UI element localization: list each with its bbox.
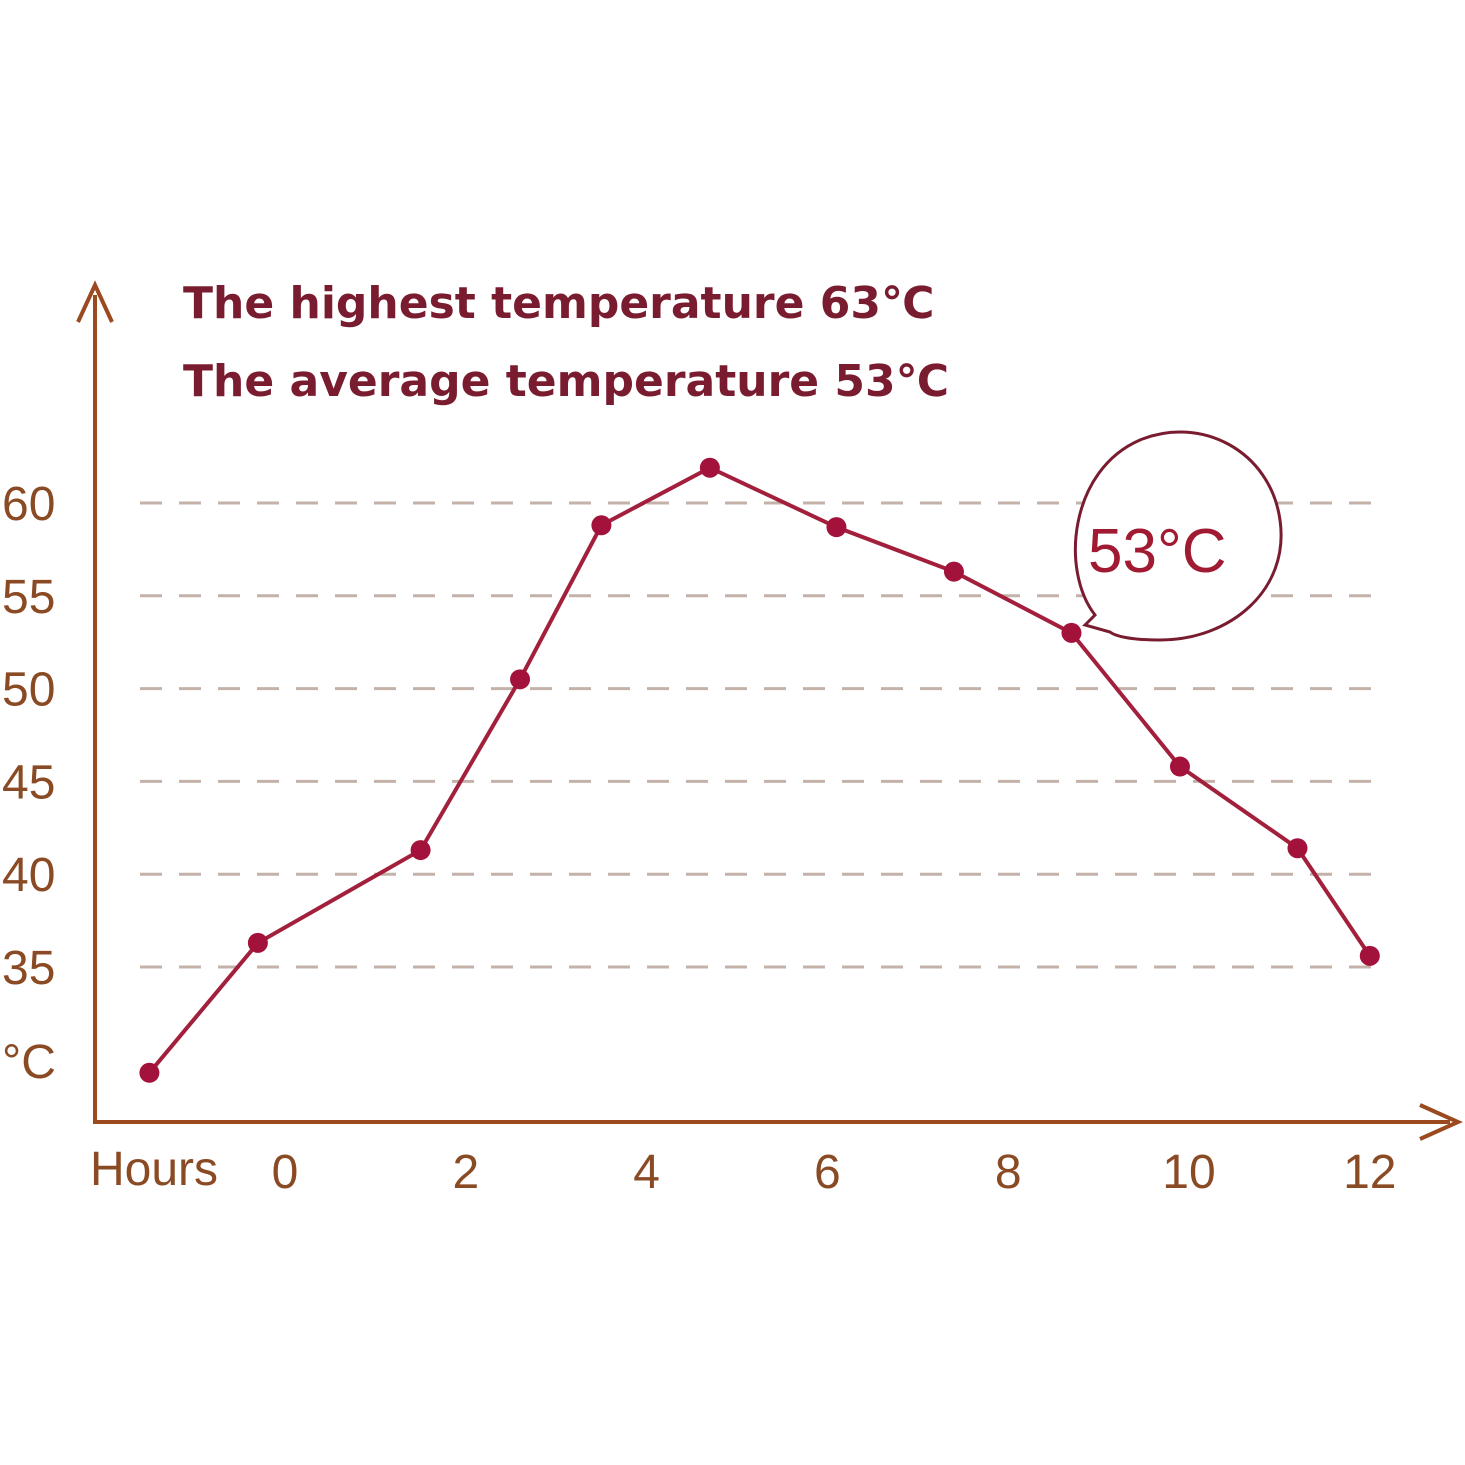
y-tick-labels: 60 55 50 45 40 35 <box>2 478 55 995</box>
x-tick-label: 8 <box>995 1146 1022 1199</box>
x-tick-label: 10 <box>1162 1146 1215 1199</box>
data-point <box>826 517 847 538</box>
y-tick-label: 35 <box>2 942 55 995</box>
x-axis-label: Hours <box>90 1143 218 1196</box>
title-line-highest: The highest temperature 63℃ <box>183 278 934 329</box>
y-tick-label: 55 <box>2 571 55 624</box>
data-point <box>591 515 612 536</box>
callout: 53°C <box>1073 430 1283 642</box>
x-tick-label: 4 <box>633 1146 660 1199</box>
axes <box>76 280 1463 1141</box>
data-point <box>1287 838 1308 859</box>
x-tick-label: 12 <box>1343 1146 1396 1199</box>
y-axis-label: °C <box>2 1036 56 1089</box>
callout-bubble <box>1073 430 1283 642</box>
y-axis-arrow-icon <box>76 280 114 323</box>
series-line <box>147 465 1372 1075</box>
data-point <box>1359 945 1380 966</box>
title-line-average: The average temperature 53℃ <box>183 356 949 407</box>
x-tick-label: 2 <box>452 1146 479 1199</box>
data-point <box>410 840 431 861</box>
x-axis-arrow-icon <box>1419 1103 1463 1141</box>
series-markers <box>139 457 1380 1083</box>
data-point <box>510 669 531 690</box>
data-point <box>1061 622 1082 643</box>
x-tick-labels: 0 2 4 6 8 10 12 <box>272 1146 1397 1199</box>
y-tick-label: 60 <box>2 478 55 531</box>
x-tick-label: 0 <box>272 1146 299 1199</box>
data-point <box>139 1062 160 1083</box>
data-point <box>943 561 964 582</box>
callout-text: 53°C <box>1088 517 1227 586</box>
y-tick-label: 40 <box>2 849 55 902</box>
y-tick-label: 45 <box>2 756 55 809</box>
data-point <box>699 457 720 478</box>
x-tick-label: 6 <box>814 1146 841 1199</box>
data-point <box>1169 756 1190 777</box>
y-tick-label: 50 <box>2 664 55 717</box>
data-point <box>247 932 268 953</box>
